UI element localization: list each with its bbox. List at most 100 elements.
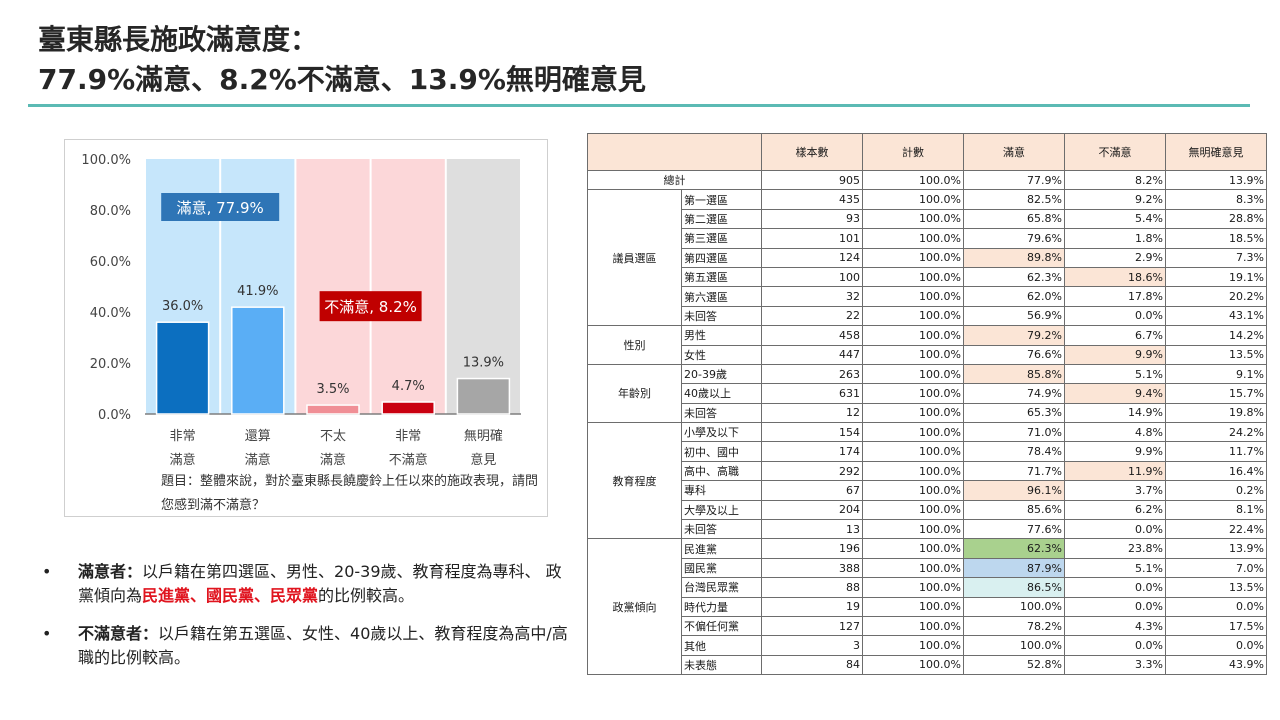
x-tick-label: 意見 — [470, 452, 496, 468]
table-row: 第二選區 93 100.0% 65.8% 5.4% 28.8% — [588, 208, 1267, 230]
table-cell: 19.8% — [1165, 402, 1267, 424]
table-cell: 4.8% — [1064, 422, 1166, 443]
table-cell: 9.1% — [1165, 363, 1267, 385]
row-label: 第四選區 — [681, 247, 762, 268]
row-label: 第六選區 — [681, 286, 762, 307]
table-cell: 8.1% — [1165, 499, 1267, 521]
table-cell: 78.4% — [963, 441, 1065, 462]
table-row: 時代力量 19 100.0% 100.0% 0.0% 0.0% — [588, 596, 1267, 617]
bar — [155, 321, 210, 415]
table-row: 大學及以上 204 100.0% 85.6% 6.2% 8.1% — [588, 499, 1267, 521]
table-cell: 0.2% — [1165, 480, 1267, 501]
row-label: 第五選區 — [681, 266, 762, 288]
table-cell: 79.6% — [963, 228, 1065, 249]
highlighted-cell: 79.2% — [963, 325, 1065, 346]
title-divider — [28, 104, 1250, 107]
table-cell: 24.2% — [1165, 422, 1267, 443]
table-cell: 13.5% — [1165, 577, 1267, 598]
table-row: 第五選區 100 100.0% 62.3% 18.6% 19.1% — [588, 266, 1267, 288]
table-cell: 100.0% — [862, 596, 964, 617]
row-label: 未回答 — [681, 305, 762, 327]
zone-background — [296, 159, 370, 414]
bar-value-label: 41.9% — [237, 284, 278, 299]
table-row: 初中、國中 174 100.0% 78.4% 9.9% 11.7% — [588, 441, 1267, 462]
table-cell: 447 — [761, 344, 863, 365]
table-header-row: 樣本數 計數 滿意 不滿意 無明確意見 — [587, 133, 1267, 171]
table-cell: 52.8% — [963, 654, 1065, 676]
header-sample: 樣本數 — [761, 133, 863, 171]
header-count: 計數 — [862, 133, 964, 171]
y-tick-label: 100.0% — [81, 153, 131, 168]
table-row: 其他 3 100.0% 100.0% 0.0% 0.0% — [588, 635, 1267, 656]
table-cell: 62.3% — [963, 266, 1065, 288]
table-cell: 124 — [761, 247, 863, 268]
table-cell: 77.9% — [963, 169, 1065, 191]
bar — [231, 306, 285, 415]
table-cell: 100.0% — [862, 363, 964, 385]
highlighted-cell: 9.4% — [1064, 383, 1166, 404]
table-cell: 1.8% — [1064, 228, 1166, 249]
table-cell: 17.5% — [1165, 615, 1267, 637]
table-cell: 100.0% — [862, 615, 964, 637]
bar — [381, 401, 435, 415]
table-cell: 0.0% — [1064, 519, 1166, 540]
table-cell: 0.0% — [1064, 635, 1166, 656]
table-cell: 100.0% — [862, 538, 964, 559]
satisfaction-chart: 0.0% 20.0% 40.0% 60.0% 80.0% 100.0% 36.0% 非常 滿意 4… — [64, 139, 548, 517]
table-row: 第三選區 101 100.0% 79.6% 1.8% 18.5% — [588, 228, 1267, 249]
x-tick-label: 非常 — [170, 429, 196, 444]
total-label: 總計 — [587, 169, 762, 191]
table-cell: 100.0% — [862, 499, 964, 521]
row-label: 未回答 — [681, 402, 762, 424]
table-cell: 100.0% — [862, 519, 964, 540]
annotation-dissatisfied: 不滿意, 8.2% — [324, 298, 417, 316]
table-row: 高中、高職 292 100.0% 71.7% 11.9% 16.4% — [588, 460, 1267, 482]
table-cell: 458 — [761, 325, 863, 346]
table-row: 國民黨 388 100.0% 87.9% 5.1% 7.0% — [588, 557, 1267, 579]
table-cell: 85.6% — [963, 499, 1065, 521]
annotation-satisfied: 滿意, 77.9% — [177, 199, 264, 217]
table-cell: 62.0% — [963, 286, 1065, 307]
table-cell: 71.7% — [963, 460, 1065, 482]
table-cell: 0.0% — [1064, 596, 1166, 617]
x-tick-label: 還算 — [245, 429, 271, 444]
row-label: 高中、高職 — [681, 460, 762, 482]
table-cell: 0.0% — [1064, 577, 1166, 598]
x-tick-label: 滿意 — [170, 452, 196, 468]
y-tick-label: 80.0% — [90, 204, 131, 219]
table-cell: 905 — [761, 169, 863, 191]
table-cell: 196 — [761, 538, 863, 559]
table-cell: 4.3% — [1064, 615, 1166, 637]
header-satisfied: 滿意 — [963, 133, 1065, 171]
table-cell: 100.0% — [963, 635, 1065, 656]
finding-label: 不滿意者： — [78, 624, 159, 643]
table-cell: 100.0% — [862, 557, 964, 579]
table-cell: 154 — [761, 422, 863, 443]
table-cell: 22 — [761, 305, 863, 327]
table-cell: 100.0% — [862, 286, 964, 307]
highlighted-cell: 86.5% — [963, 577, 1065, 598]
table-cell: 11.7% — [1165, 441, 1267, 462]
table-cell: 435 — [761, 189, 863, 210]
table-cell: 101 — [761, 228, 863, 249]
highlighted-cell: 96.1% — [963, 480, 1065, 501]
y-tick-label: 0.0% — [98, 408, 131, 423]
table-cell: 100.0% — [862, 402, 964, 424]
table-cell: 43.9% — [1165, 654, 1267, 676]
table-cell: 292 — [761, 460, 863, 482]
table-row: 教育程度 小學及以下 154 100.0% 71.0% 4.8% 24.2% — [587, 422, 1267, 540]
table-cell: 78.2% — [963, 615, 1065, 637]
row-label: 第一選區 — [681, 189, 762, 210]
table-row: 不偏任何黨 127 100.0% 78.2% 4.3% 17.5% — [588, 615, 1267, 637]
bullet-dot: • — [42, 562, 52, 581]
table-cell: 65.8% — [963, 208, 1065, 230]
header-corner — [587, 133, 762, 171]
x-tick-label: 不滿意 — [389, 452, 428, 468]
table-row: 未回答 22 100.0% 56.9% 0.0% 43.1% — [588, 305, 1267, 327]
bullet-dot: • — [42, 624, 52, 643]
y-tick-label: 20.0% — [90, 357, 131, 372]
table-row-total: 總計 905 100.0% 77.9% 8.2% 13.9% — [587, 169, 1267, 191]
table-cell: 19.1% — [1165, 266, 1267, 288]
table-cell: 23.8% — [1064, 538, 1166, 559]
table-cell: 6.7% — [1064, 325, 1166, 346]
